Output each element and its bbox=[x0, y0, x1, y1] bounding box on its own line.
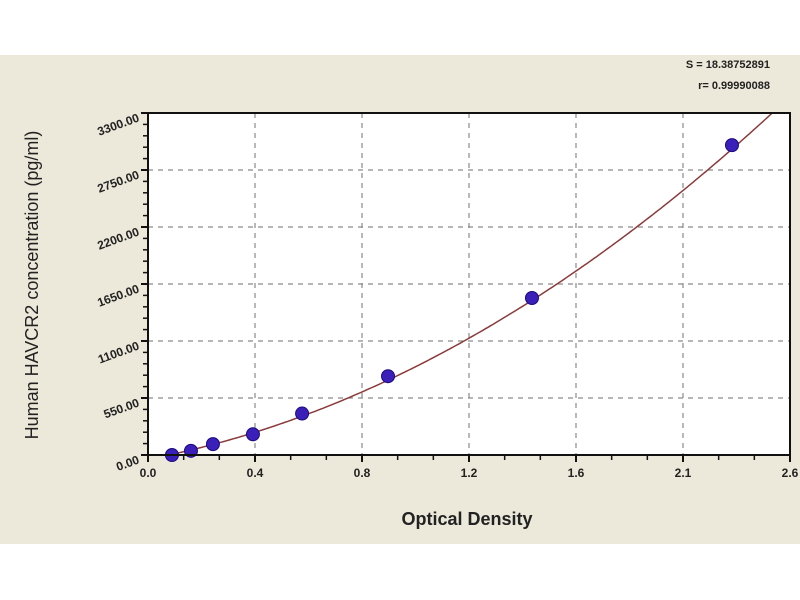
y-tick-label: 2200.00 bbox=[95, 225, 141, 253]
x-tick-label: 0.4 bbox=[247, 466, 264, 480]
annotation-r: r= 0.99990088 bbox=[698, 80, 770, 92]
y-tick-label: 550.00 bbox=[102, 396, 142, 422]
data-point bbox=[724, 138, 739, 153]
data-point bbox=[524, 290, 539, 305]
x-tick-label: 1.6 bbox=[568, 466, 585, 480]
x-axis-label: Optical Density bbox=[401, 509, 532, 529]
annotation-s: S = 18.38752891 bbox=[686, 59, 770, 71]
fit-curve bbox=[171, 112, 773, 456]
data-point bbox=[381, 369, 396, 384]
data-point bbox=[295, 406, 310, 421]
y-tick-label: 3300.00 bbox=[95, 111, 141, 139]
y-tick-label: 2750.00 bbox=[95, 168, 141, 196]
data-point bbox=[245, 427, 260, 442]
x-tick-label: 0.8 bbox=[354, 466, 371, 480]
y-tick-label: 0.00 bbox=[114, 453, 141, 474]
x-tick-label: 2.1 bbox=[675, 466, 692, 480]
x-tick-label: 1.2 bbox=[461, 466, 478, 480]
y-tick-label: 1650.00 bbox=[95, 282, 141, 310]
x-tick-label: 0.0 bbox=[140, 466, 157, 480]
y-tick-label: 1100.00 bbox=[96, 339, 141, 367]
x-tick-label: 2.6 bbox=[782, 466, 799, 480]
y-axis-label: Human HAVCR2 concentration (pg/ml) bbox=[22, 131, 42, 440]
data-point bbox=[205, 437, 220, 452]
